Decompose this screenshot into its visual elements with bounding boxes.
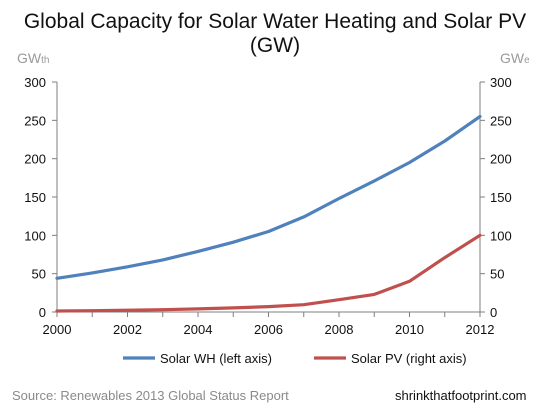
left-y-tick-label: 150 [24,190,46,205]
x-tick-label: 2010 [395,322,424,337]
chart-series [55,114,482,313]
right-y-tick-label: 300 [490,75,512,90]
x-tick-label: 2004 [184,322,213,337]
source-note: Source: Renewables 2013 Global Status Re… [12,388,289,403]
x-tick-label: 2000 [43,322,72,337]
right-y-tick-label: 50 [490,267,504,282]
website-credit: shrinkthatfootprint.com [395,388,527,403]
left-y-tick-label: 200 [24,152,46,167]
chart-title: Global Capacity for Solar Water Heating … [23,10,527,57]
right-y-tick-label: 250 [490,113,512,128]
legend-label-2: Solar PV (right axis) [351,351,467,366]
right-axis-unit: GWe [500,50,530,66]
series-line-1 [55,114,482,280]
left-y-tick-label: 50 [32,267,46,282]
x-tick-label: 2002 [113,322,142,337]
x-tick-label: 2008 [325,322,354,337]
left-y-tick-label: 300 [24,75,46,90]
left-y-tick-label: 250 [24,113,46,128]
series-line-2 [55,233,482,313]
left-y-tick-label: 0 [39,305,46,320]
right-y-tick-label: 100 [490,228,512,243]
chart-legend: Solar WH (left axis) Solar PV (right axis… [123,351,467,366]
chart-axes: 0 0 50 50 100 100 150 150 200 200 250 250 300 300 2000… [24,75,511,337]
left-axis-unit: GWth [17,50,50,66]
legend-label-1: Solar WH (left axis) [160,351,272,366]
left-y-tick-label: 100 [24,228,46,243]
x-tick-label: 2012 [466,322,495,337]
right-y-tick-label: 150 [490,190,512,205]
right-y-tick-label: 0 [490,305,497,320]
right-y-tick-label: 200 [490,152,512,167]
x-tick-label: 2006 [254,322,283,337]
